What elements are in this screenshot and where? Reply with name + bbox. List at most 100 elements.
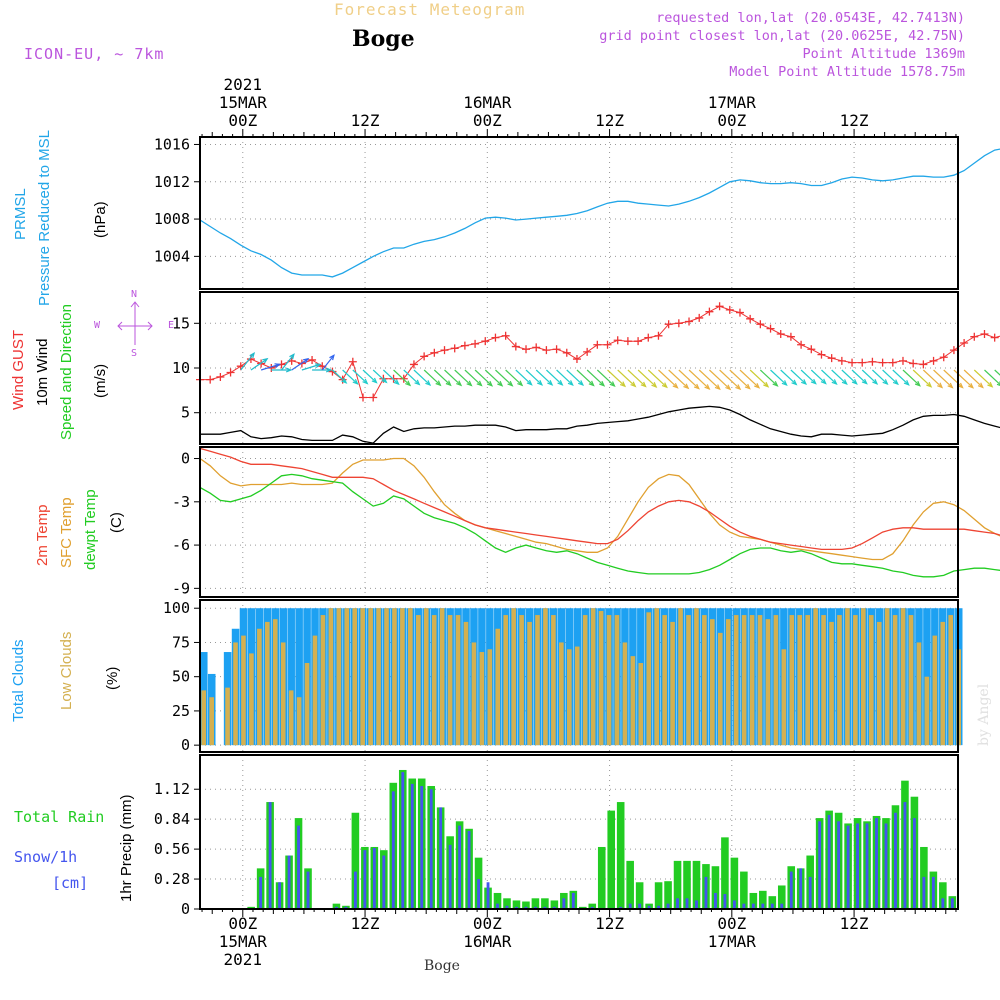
y-tick-label: 1.12 — [154, 780, 190, 798]
snow-bar — [543, 906, 547, 909]
wind-direction-arrow — [953, 369, 974, 389]
wind-gust-marker — [827, 354, 836, 363]
wind-direction-arrowhead — [630, 381, 637, 388]
wind-gust-marker — [226, 368, 235, 377]
y-tick-label: 15 — [172, 314, 190, 332]
snow-bar — [875, 818, 878, 909]
low-clouds-bar — [932, 635, 938, 746]
wind-gust-marker — [359, 393, 368, 402]
low-clouds-bar — [304, 662, 310, 746]
snow-bar — [770, 903, 774, 909]
total-clouds-bar — [287, 608, 295, 746]
low-clouds-bar — [272, 619, 278, 746]
wind-direction-arrow — [963, 369, 984, 388]
snow-bar — [780, 903, 784, 909]
wind-gust-marker — [949, 346, 958, 355]
low-clouds-bar — [408, 608, 413, 746]
snow-bar — [448, 844, 452, 909]
wind-direction-arrowhead — [405, 380, 412, 387]
total-rain-bar — [721, 837, 729, 909]
wind-gust-marker — [980, 330, 989, 339]
y-tick-label: 0.28 — [154, 870, 190, 888]
wind-direction-arrow — [454, 369, 472, 386]
pressure-reduced-label: Pressure Reduced to MSL — [36, 130, 53, 306]
wind-direction-arrow — [321, 354, 335, 371]
wind-direction-arrowhead — [302, 357, 310, 364]
x-tick-label-top: 00Z — [228, 111, 257, 130]
low-clouds-bar — [431, 615, 437, 746]
snow-bar — [789, 871, 793, 909]
wind-direction-arrowhead — [497, 380, 504, 387]
wind-direction-arrow — [617, 369, 636, 387]
low-clouds-bar — [471, 642, 477, 746]
wind-direction-arrowhead — [903, 380, 910, 386]
wind-direction-arrow — [464, 369, 482, 386]
wind-gust-marker — [786, 332, 795, 341]
low-clouds-bar — [463, 621, 469, 746]
low-clouds-bar — [582, 615, 588, 746]
snow-bar — [742, 903, 746, 909]
low-clouds-bar — [233, 642, 238, 746]
low-clouds-bar — [765, 619, 771, 746]
wind-speed-direction-label: Speed and Direction — [58, 304, 75, 440]
wind-direction-arrowhead — [810, 378, 817, 385]
total-rain-bar — [597, 846, 606, 909]
low-clouds-bar — [900, 608, 906, 746]
low-clouds-bar — [503, 615, 509, 746]
low-clouds-bar — [717, 632, 723, 746]
wind-gust-marker — [909, 359, 918, 368]
wind-direction-arrowhead — [672, 382, 679, 389]
wind-gust-label: Wind GUST — [10, 329, 27, 410]
frame-layer — [194, 129, 959, 917]
wind-direction-arrowhead — [274, 363, 281, 368]
wind-direction-arrowhead — [371, 377, 378, 384]
total-rain-bar — [607, 810, 616, 909]
wind-direction-arrow — [882, 369, 899, 385]
y-tick-label: 0.56 — [154, 840, 190, 858]
wind-gust-marker — [837, 356, 846, 365]
wind-direction-arrow — [281, 353, 295, 371]
wind-gust-marker — [776, 330, 785, 339]
low-clouds-bar — [821, 615, 826, 746]
wind-gust-marker — [216, 372, 225, 381]
total-rain-bar — [759, 890, 767, 909]
wind-direction-arrow — [800, 369, 817, 385]
wind-direction-arrow — [943, 369, 963, 388]
low-clouds-bar — [908, 615, 914, 746]
wind-direction-arrowhead — [609, 381, 616, 388]
snow-bar — [818, 821, 822, 909]
wind-direction-arrowhead — [763, 381, 770, 388]
low-clouds-bar — [805, 615, 810, 746]
wind-gust-marker — [491, 333, 500, 342]
x-tick-label-bottom: 15MAR — [219, 932, 268, 951]
total-clouds-label: Total Clouds — [10, 639, 27, 722]
y-tick-label: 75 — [172, 633, 190, 651]
requested-location: requested lon,lat (20.0543E, 42.7413N) — [656, 10, 965, 26]
low-clouds-bar — [487, 649, 493, 746]
total-rain-bar — [493, 892, 502, 909]
wind-direction-arrow — [810, 369, 827, 384]
wind-gust-marker — [888, 358, 897, 367]
snow-bar — [912, 818, 916, 909]
low-clouds-bar — [559, 642, 564, 746]
snow-bar — [278, 882, 282, 909]
wind-direction-arrowhead — [661, 382, 668, 389]
y-tick-label: 1012 — [154, 173, 190, 191]
wind-direction-arrowhead — [781, 380, 788, 387]
low-clouds-bar — [590, 608, 596, 746]
total-rain-bar — [692, 860, 701, 909]
wind-direction-arrow — [872, 369, 888, 385]
low-clouds-bar — [686, 615, 691, 746]
low-clouds-bar — [423, 608, 429, 746]
wind-direction-arrow — [515, 369, 532, 386]
wind-gust-marker — [715, 302, 724, 311]
wind-direction-arrowhead — [996, 381, 1000, 387]
snow-bar — [856, 823, 859, 909]
total-rain-bar — [673, 860, 682, 909]
snow-bar — [638, 903, 642, 909]
low-clouds-bar — [360, 608, 365, 746]
total-rain-bar — [749, 892, 758, 909]
low-clouds-bar — [574, 646, 580, 746]
wind-gust-marker — [848, 358, 857, 367]
y-tick-label: 1004 — [154, 247, 190, 265]
